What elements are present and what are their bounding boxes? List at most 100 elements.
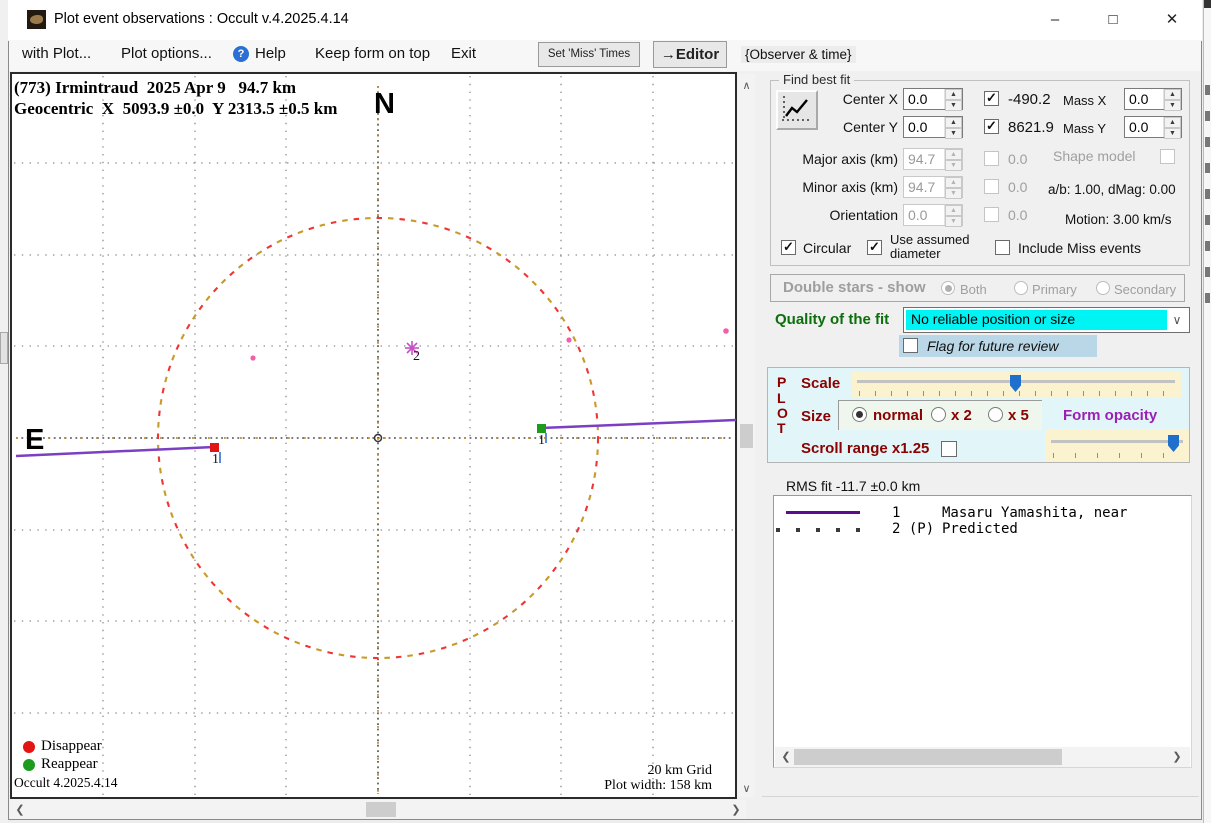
plot-width-label: Plot width: 158 km: [604, 778, 712, 793]
major-axis-label: Major axis (km): [802, 151, 898, 167]
flag-review-checkbox[interactable]: [903, 338, 918, 353]
center-y-spinner[interactable]: 0.0 ▲ ▼: [903, 116, 963, 139]
chord-line: [15, 418, 737, 458]
size-normal-radio[interactable]: [852, 407, 867, 422]
app-icon: [27, 10, 46, 29]
asteroid-circle: [156, 216, 600, 660]
fit-x-value: -490.2: [1008, 91, 1051, 108]
chord1-reappear-number: 1: [538, 433, 545, 448]
center-x-spinner[interactable]: 0.0 ▲ ▼: [903, 88, 963, 111]
version-label: Occult 4.2025.4.14: [14, 775, 118, 790]
plot-area-frame: [10, 72, 737, 799]
plot-letter-t: T: [777, 420, 786, 436]
reappear-legend-label: Reappear: [41, 756, 98, 772]
include-miss-checkbox[interactable]: [995, 240, 1010, 255]
grid-scale-label: 20 km Grid: [647, 763, 712, 778]
use-assumed-checkbox[interactable]: [867, 239, 882, 255]
editor-button[interactable]: →Editor: [653, 41, 727, 68]
right-edge-fragment: [1204, 0, 1211, 8]
right-edge-strip: [1203, 0, 1211, 823]
plot-canvas[interactable]: [10, 72, 737, 799]
list-scroll-left-icon[interactable]: ❮: [781, 751, 791, 763]
plot-vscroll-thumb[interactable]: [740, 424, 753, 448]
minor-axis-aux-value: 0.0: [1008, 179, 1028, 195]
center-marker: [373, 433, 383, 443]
size-label: Size: [801, 408, 832, 425]
motion-label: Motion: 3.00 km/s: [1065, 212, 1172, 227]
listbox-hscroll-thumb[interactable]: [794, 749, 1062, 765]
mass-y-label: Mass Y: [1063, 121, 1107, 136]
disappear-marker: [210, 443, 221, 463]
major-axis-spinner: 94.7 ▲ ▼: [903, 148, 963, 171]
minor-axis-aux-checkbox: [984, 179, 999, 194]
scroll-range-checkbox[interactable]: [941, 441, 957, 457]
chart-icon: [782, 96, 810, 121]
quality-combobox[interactable]: No reliable position or size ∨: [903, 307, 1190, 333]
reappear-marker: [537, 424, 547, 443]
mass-x-spinner[interactable]: 0.0 ▲ ▼: [1124, 88, 1182, 111]
plot-letter-o: O: [777, 405, 788, 421]
use-assumed-label: Use assumed diameter: [890, 232, 970, 261]
form-opacity-slider-thumb[interactable]: [1168, 435, 1179, 452]
find-best-fit-group-label: Find best fit: [779, 72, 855, 87]
form-opacity-label: Form opacity: [1063, 407, 1158, 424]
axis-lines: [16, 86, 734, 794]
set-miss-times-button[interactable]: Set 'Miss' Times: [538, 42, 640, 67]
observer-time-label: {Observer & time}: [741, 46, 856, 63]
observer-row-2[interactable]: 2 (P) Predicted: [774, 521, 1190, 537]
predicted-dots-swatch: [776, 528, 870, 532]
quality-label: Quality of the fit: [775, 311, 890, 328]
minimize-button[interactable]: –: [1050, 11, 1060, 28]
scale-slider-thumb[interactable]: [1010, 375, 1021, 392]
primary-label: Primary: [1032, 282, 1077, 297]
circular-label: Circular: [803, 240, 852, 256]
orientation-aux-value: 0.0: [1008, 207, 1028, 223]
close-button[interactable]: ✕: [1165, 11, 1179, 28]
scroll-right-icon[interactable]: ❯: [731, 804, 741, 816]
both-radio: [941, 281, 955, 295]
rms-fit-label: RMS fit -11.7 ±0.0 km: [786, 478, 921, 494]
size-x2-label: x 2: [951, 407, 972, 424]
scale-slider[interactable]: [851, 372, 1181, 398]
plot-title-line2: Geocentric X 5093.9 ±0.0 Y 2313.5 ±0.5 k…: [14, 99, 338, 118]
double-stars-group-label: Double stars - show: [783, 279, 926, 296]
form-opacity-slider[interactable]: [1045, 430, 1189, 461]
maximize-button[interactable]: □: [1108, 11, 1118, 28]
scroll-down-icon[interactable]: ∨: [742, 783, 751, 795]
help-icon[interactable]: ?: [233, 46, 249, 62]
chord-line-swatch: [786, 511, 860, 514]
run-fit-button[interactable]: [776, 90, 818, 130]
size-normal-label: normal: [873, 407, 924, 424]
primary-radio: [1014, 281, 1028, 295]
size-x5-label: x 5: [1008, 407, 1029, 424]
scroll-left-icon[interactable]: ❮: [15, 804, 25, 816]
mass-y-spinner[interactable]: 0.0 ▲ ▼: [1124, 116, 1182, 139]
plot-title-line1: (773) Irmintraud 2025 Apr 9 94.7 km: [14, 78, 297, 97]
left-edge-strip: [0, 0, 8, 823]
major-axis-aux-value: 0.0: [1008, 151, 1028, 167]
secondary-label: Secondary: [1114, 282, 1177, 297]
plot-hscroll-thumb[interactable]: [366, 802, 396, 817]
circular-checkbox[interactable]: [781, 239, 796, 255]
menu-with-plot[interactable]: with Plot...: [22, 45, 92, 62]
ab-dmag-label: a/b: 1.00, dMag: 0.00: [1048, 182, 1176, 197]
size-x5-radio[interactable]: [988, 407, 1003, 422]
predicted-number: 2: [413, 349, 420, 364]
menu-exit[interactable]: Exit: [451, 45, 477, 62]
observer-row-1[interactable]: 1 Masaru Yamashita, near: [774, 505, 1190, 521]
fit-y-checkbox[interactable]: [984, 118, 999, 134]
size-x2-radio[interactable]: [931, 407, 946, 422]
menu-keep-on-top[interactable]: Keep form on top: [315, 45, 431, 62]
disappear-legend-label: Disappear: [41, 738, 102, 754]
scroll-range-label: Scroll range x1.25: [801, 440, 930, 457]
list-scroll-right-icon[interactable]: ❯: [1172, 751, 1182, 763]
fit-x-checkbox[interactable]: [984, 90, 999, 106]
menu-help[interactable]: Help: [255, 45, 286, 62]
scroll-up-icon[interactable]: ∧: [742, 80, 751, 92]
menu-plot-options[interactable]: Plot options...: [121, 45, 212, 62]
plot-letter-l: L: [777, 390, 786, 406]
minor-axis-label: Minor axis (km): [802, 179, 898, 195]
observer-listbox[interactable]: [773, 495, 1192, 768]
include-miss-label: Include Miss events: [1018, 240, 1141, 256]
chevron-down-icon[interactable]: ∨: [1172, 313, 1182, 327]
